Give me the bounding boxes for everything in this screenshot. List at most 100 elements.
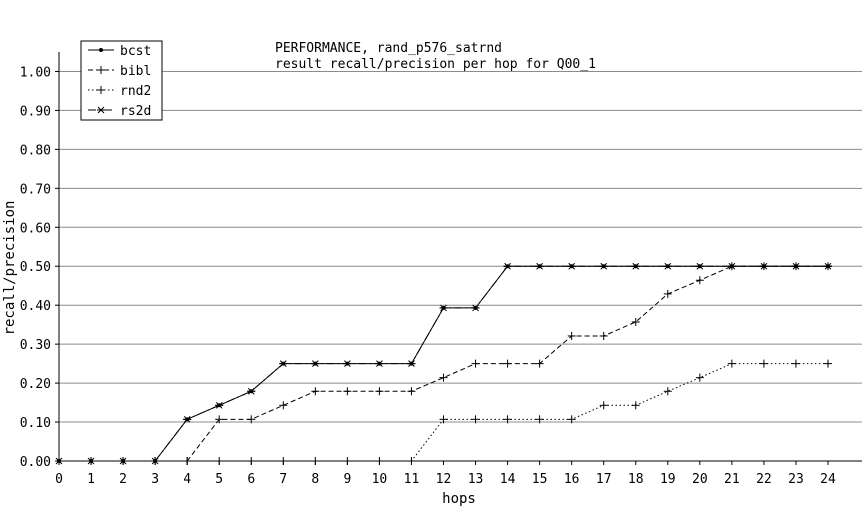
data-point [407, 387, 415, 395]
x-tick-label: 18 [628, 472, 644, 487]
y-axis-title: recall/precision [2, 201, 18, 336]
data-point [600, 263, 608, 269]
tick-labels: 0.00 0.10 0.20 0.30 0.40 0.50 0.60 0.70 0.80 0.90… [20, 65, 836, 487]
x-tick-label: 10 [372, 472, 388, 487]
y-tick-label: 0.60 [20, 221, 51, 236]
data-point [632, 263, 640, 269]
x-tick-label: 8 [311, 472, 319, 487]
x-tick-label: 14 [500, 472, 516, 487]
data-point [407, 457, 415, 465]
data-point [568, 332, 576, 340]
data-point [311, 361, 319, 367]
data-point [600, 332, 608, 340]
x-tick-label: 19 [660, 472, 676, 487]
chart-subtitle: result recall/precision per hop for Q00_… [275, 57, 596, 72]
grid-lines [59, 71, 862, 422]
series-line-bibl [59, 266, 828, 461]
data-point [247, 457, 255, 465]
data-point [440, 374, 448, 382]
data-point [472, 305, 480, 311]
data-point [792, 360, 800, 368]
data-point [279, 457, 287, 465]
data-point [279, 401, 287, 409]
data-point [504, 360, 512, 368]
y-tick-label: 0.40 [20, 299, 51, 314]
y-tick-label: 0.10 [20, 416, 51, 431]
legend-label: bcst [120, 44, 151, 59]
x-tick-label: 13 [468, 472, 484, 487]
series-layer [55, 262, 832, 465]
data-point [343, 457, 351, 465]
data-point [215, 402, 223, 408]
data-point [215, 457, 223, 465]
x-axis-title: hops [442, 491, 476, 507]
data-point [247, 388, 255, 394]
x-tick-label: 23 [788, 472, 804, 487]
data-point [343, 387, 351, 395]
data-point [440, 305, 448, 311]
series-bibl [55, 262, 832, 465]
data-point [536, 263, 544, 269]
legend: bcst bibl rnd2 rs2d [81, 41, 162, 120]
x-tick-label: 9 [343, 472, 351, 487]
data-point [407, 361, 415, 367]
x-tick-label: 17 [596, 472, 612, 487]
data-point [760, 360, 768, 368]
data-point [568, 263, 576, 269]
legend-label: rs2d [120, 104, 151, 119]
x-tick-label: 3 [151, 472, 159, 487]
chart-title: PERFORMANCE, rand_p576_satrnd [275, 41, 502, 56]
x-tick-label: 16 [564, 472, 580, 487]
x-tick-label: 12 [436, 472, 452, 487]
x-tick-label: 21 [724, 472, 740, 487]
data-point [632, 401, 640, 409]
data-point [311, 457, 319, 465]
data-point [343, 361, 351, 367]
x-tick-label: 6 [247, 472, 255, 487]
data-point [472, 360, 480, 368]
data-point [504, 263, 512, 269]
y-tick-label: 0.80 [20, 143, 51, 158]
data-point [728, 360, 736, 368]
legend-label: bibl [120, 64, 151, 79]
data-point [183, 457, 191, 465]
series-bcst [55, 264, 832, 463]
legend-label: rnd2 [120, 84, 151, 99]
data-point [279, 361, 287, 367]
data-point [664, 387, 672, 395]
x-tick-label: 24 [820, 472, 836, 487]
x-tick-label: 22 [756, 472, 772, 487]
y-tick-label: 0.70 [20, 182, 51, 197]
data-point [375, 387, 383, 395]
x-tick-label: 4 [183, 472, 191, 487]
axes [55, 52, 862, 465]
data-point [696, 276, 704, 284]
series-line-bcst [59, 266, 828, 461]
x-tick-label: 5 [215, 472, 223, 487]
data-point [311, 387, 319, 395]
data-point [375, 457, 383, 465]
series-line-rs2d [59, 266, 828, 461]
data-point [696, 263, 704, 269]
data-point [600, 401, 608, 409]
x-tick-label: 15 [532, 472, 548, 487]
y-tick-label: 0.20 [20, 377, 51, 392]
x-tick-label: 11 [404, 472, 420, 487]
data-point [375, 361, 383, 367]
y-tick-label: 0.90 [20, 104, 51, 119]
data-point [824, 360, 832, 368]
data-point [664, 263, 672, 269]
x-tick-label: 0 [55, 472, 63, 487]
x-tick-label: 7 [279, 472, 287, 487]
x-tick-label: 1 [87, 472, 95, 487]
data-point [183, 416, 191, 422]
x-tick-label: 20 [692, 472, 708, 487]
x-tick-label: 2 [119, 472, 127, 487]
y-tick-label: 1.00 [20, 65, 51, 80]
y-tick-label: 0.00 [20, 455, 51, 470]
y-tick-label: 0.50 [20, 260, 51, 275]
y-tick-label: 0.30 [20, 338, 51, 353]
series-rs2d [55, 263, 832, 464]
data-point [696, 374, 704, 382]
